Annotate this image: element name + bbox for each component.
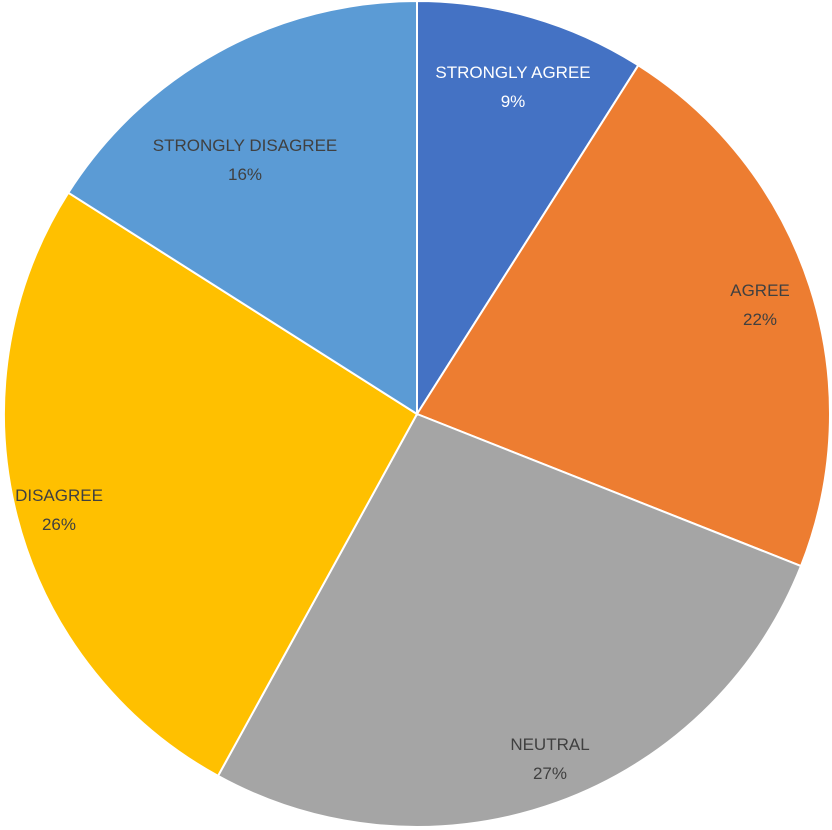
slice-label-strongly-agree: STRONGLY AGREE 9% xyxy=(435,58,590,116)
slice-label-strongly-disagree: STRONGLY DISAGREE 16% xyxy=(153,131,338,189)
slice-category-strongly-disagree: STRONGLY DISAGREE xyxy=(152,136,338,155)
slice-value-strongly-disagree: 16% xyxy=(227,165,263,184)
slice-value-neutral: 27% xyxy=(532,764,568,783)
slice-label-disagree: DISAGREE 26% xyxy=(15,481,103,539)
slice-value-strongly-agree: 9% xyxy=(500,92,526,111)
slice-value-disagree: 26% xyxy=(41,515,77,534)
pie-slice-neutral xyxy=(216,412,803,828)
slice-value-agree: 22% xyxy=(742,310,778,329)
slice-category-agree: AGREE xyxy=(730,281,790,300)
slice-category-disagree: DISAGREE xyxy=(15,486,103,505)
slice-category-neutral: NEUTRAL xyxy=(510,735,590,754)
pie-slice-disagree xyxy=(3,191,419,778)
pie-slice-strongly-agree xyxy=(416,0,640,418)
slice-label-neutral: NEUTRAL 27% xyxy=(510,730,589,788)
pie-slice-agree xyxy=(415,63,831,568)
slice-category-strongly-agree: STRONGLY AGREE xyxy=(435,63,591,82)
pie-slice-strongly-disagree xyxy=(66,0,418,416)
slice-label-agree: AGREE 22% xyxy=(730,276,790,334)
